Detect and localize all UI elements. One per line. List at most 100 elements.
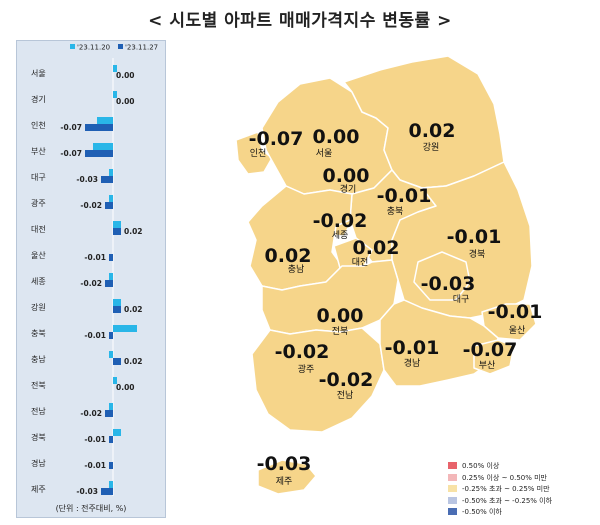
map-labels: -0.07인천0.00서울0.00경기0.02강원-0.01충북-0.02세종0…: [249, 120, 543, 487]
region-name: 광주: [298, 363, 315, 375]
region-name: 경북: [469, 248, 486, 260]
category-label: 부산: [31, 146, 46, 156]
legend-label: 0.25% 이상 ~ 0.50% 미만: [462, 473, 548, 482]
region-value: -0.07: [463, 339, 518, 361]
series-legend-label: '23.11.27: [125, 44, 158, 52]
region-name: 울산: [509, 325, 526, 336]
category-label: 제주: [31, 485, 46, 494]
data-label: -0.01: [84, 253, 106, 262]
region-대구: [413, 251, 471, 301]
category-label: 서울: [31, 69, 46, 78]
region-name: 세종: [332, 230, 349, 241]
legend-swatch: [448, 462, 457, 469]
region-value: 0.02: [353, 237, 400, 259]
category-label: 충남: [31, 355, 46, 364]
region-value: 0.02: [409, 120, 456, 142]
bar: [93, 143, 113, 150]
bar: [101, 488, 113, 495]
region-value: -0.07: [249, 128, 304, 150]
bar: [109, 254, 113, 261]
bar: [113, 358, 121, 365]
category-label: 전북: [31, 380, 46, 390]
data-label: 0.00: [116, 97, 135, 106]
region-value: -0.02: [313, 210, 368, 232]
korea-map: [235, 55, 537, 495]
data-label: -0.07: [60, 149, 82, 158]
region-value: -0.03: [257, 453, 312, 475]
data-label: -0.02: [80, 409, 102, 418]
bar: [113, 325, 137, 332]
category-label: 세종: [31, 277, 46, 286]
region-value: -0.03: [421, 273, 476, 295]
category-label: 대전: [31, 224, 46, 234]
data-label: 0.02: [124, 305, 143, 314]
region-value: 0.00: [323, 165, 370, 187]
region-제주: [257, 459, 317, 495]
region-name: 제주: [276, 476, 293, 487]
bar: [105, 202, 113, 209]
category-label: 강원: [31, 302, 46, 312]
region-name: 전북: [332, 326, 349, 337]
category-label: 울산: [31, 250, 46, 260]
region-value: -0.01: [385, 337, 440, 359]
region-부산: [473, 339, 515, 375]
category-label: 경남: [31, 458, 46, 468]
region-value: 0.02: [265, 245, 312, 267]
legend-label: 0.50% 이상: [462, 462, 500, 470]
bar: [113, 228, 121, 235]
bar: [113, 91, 117, 98]
bar-chart: '23.11.20 '23.11.27 서울 0.00 경기 0.00 인천 -0.07 부산 -…: [31, 44, 158, 514]
legend-swatch: [448, 485, 457, 492]
bar: [109, 462, 113, 469]
bar: [113, 377, 117, 384]
region-value: 0.00: [317, 305, 364, 327]
data-label: -0.07: [60, 123, 82, 132]
bar: [113, 65, 117, 72]
unit-note: (단위 : 전주대비, %): [56, 503, 127, 513]
region-value: -0.02: [319, 369, 374, 391]
bar: [109, 273, 113, 280]
series-legend-label: '23.11.20: [77, 44, 110, 52]
region-value: -0.01: [377, 185, 432, 207]
bar: [109, 332, 113, 339]
region-value: -0.01: [488, 301, 543, 323]
bar: [109, 351, 113, 358]
data-label: -0.03: [76, 175, 98, 184]
data-label: -0.02: [80, 201, 102, 210]
region-name: 대구: [453, 294, 470, 305]
legend-label: -0.50% 초과 ~ -0.25% 이하: [462, 496, 553, 505]
bar: [101, 176, 113, 183]
category-label: 인천: [31, 120, 46, 130]
bar: [105, 410, 113, 417]
region-name: 서울: [316, 148, 333, 159]
region-value: -0.01: [447, 226, 502, 248]
bar: [113, 299, 121, 306]
bar: [113, 221, 121, 228]
category-label: 충북: [31, 329, 46, 338]
data-label: -0.01: [84, 331, 106, 340]
region-인천: [235, 131, 273, 175]
legend-swatch: [448, 508, 457, 515]
bar: [109, 403, 113, 410]
region-name: 충북: [387, 206, 404, 217]
region-name: 충남: [288, 264, 305, 275]
legend-label: -0.50% 이하: [462, 508, 502, 516]
region-value: 0.00: [313, 126, 360, 148]
data-label: 0.02: [124, 357, 143, 366]
bar: [85, 150, 113, 157]
region-value: -0.02: [275, 341, 330, 363]
region-name: 인천: [250, 148, 267, 159]
bar: [113, 429, 121, 436]
data-label: 0.00: [116, 71, 135, 80]
bar: [85, 124, 113, 131]
region-name: 부산: [479, 360, 496, 371]
category-label: 경북: [31, 432, 46, 442]
region-name: 경기: [340, 183, 357, 195]
region-name: 경남: [404, 357, 421, 369]
data-label: 0.00: [116, 383, 135, 392]
bar: [97, 117, 113, 124]
bar: [109, 169, 113, 176]
bar: [105, 280, 113, 287]
category-label: 광주: [31, 198, 46, 208]
